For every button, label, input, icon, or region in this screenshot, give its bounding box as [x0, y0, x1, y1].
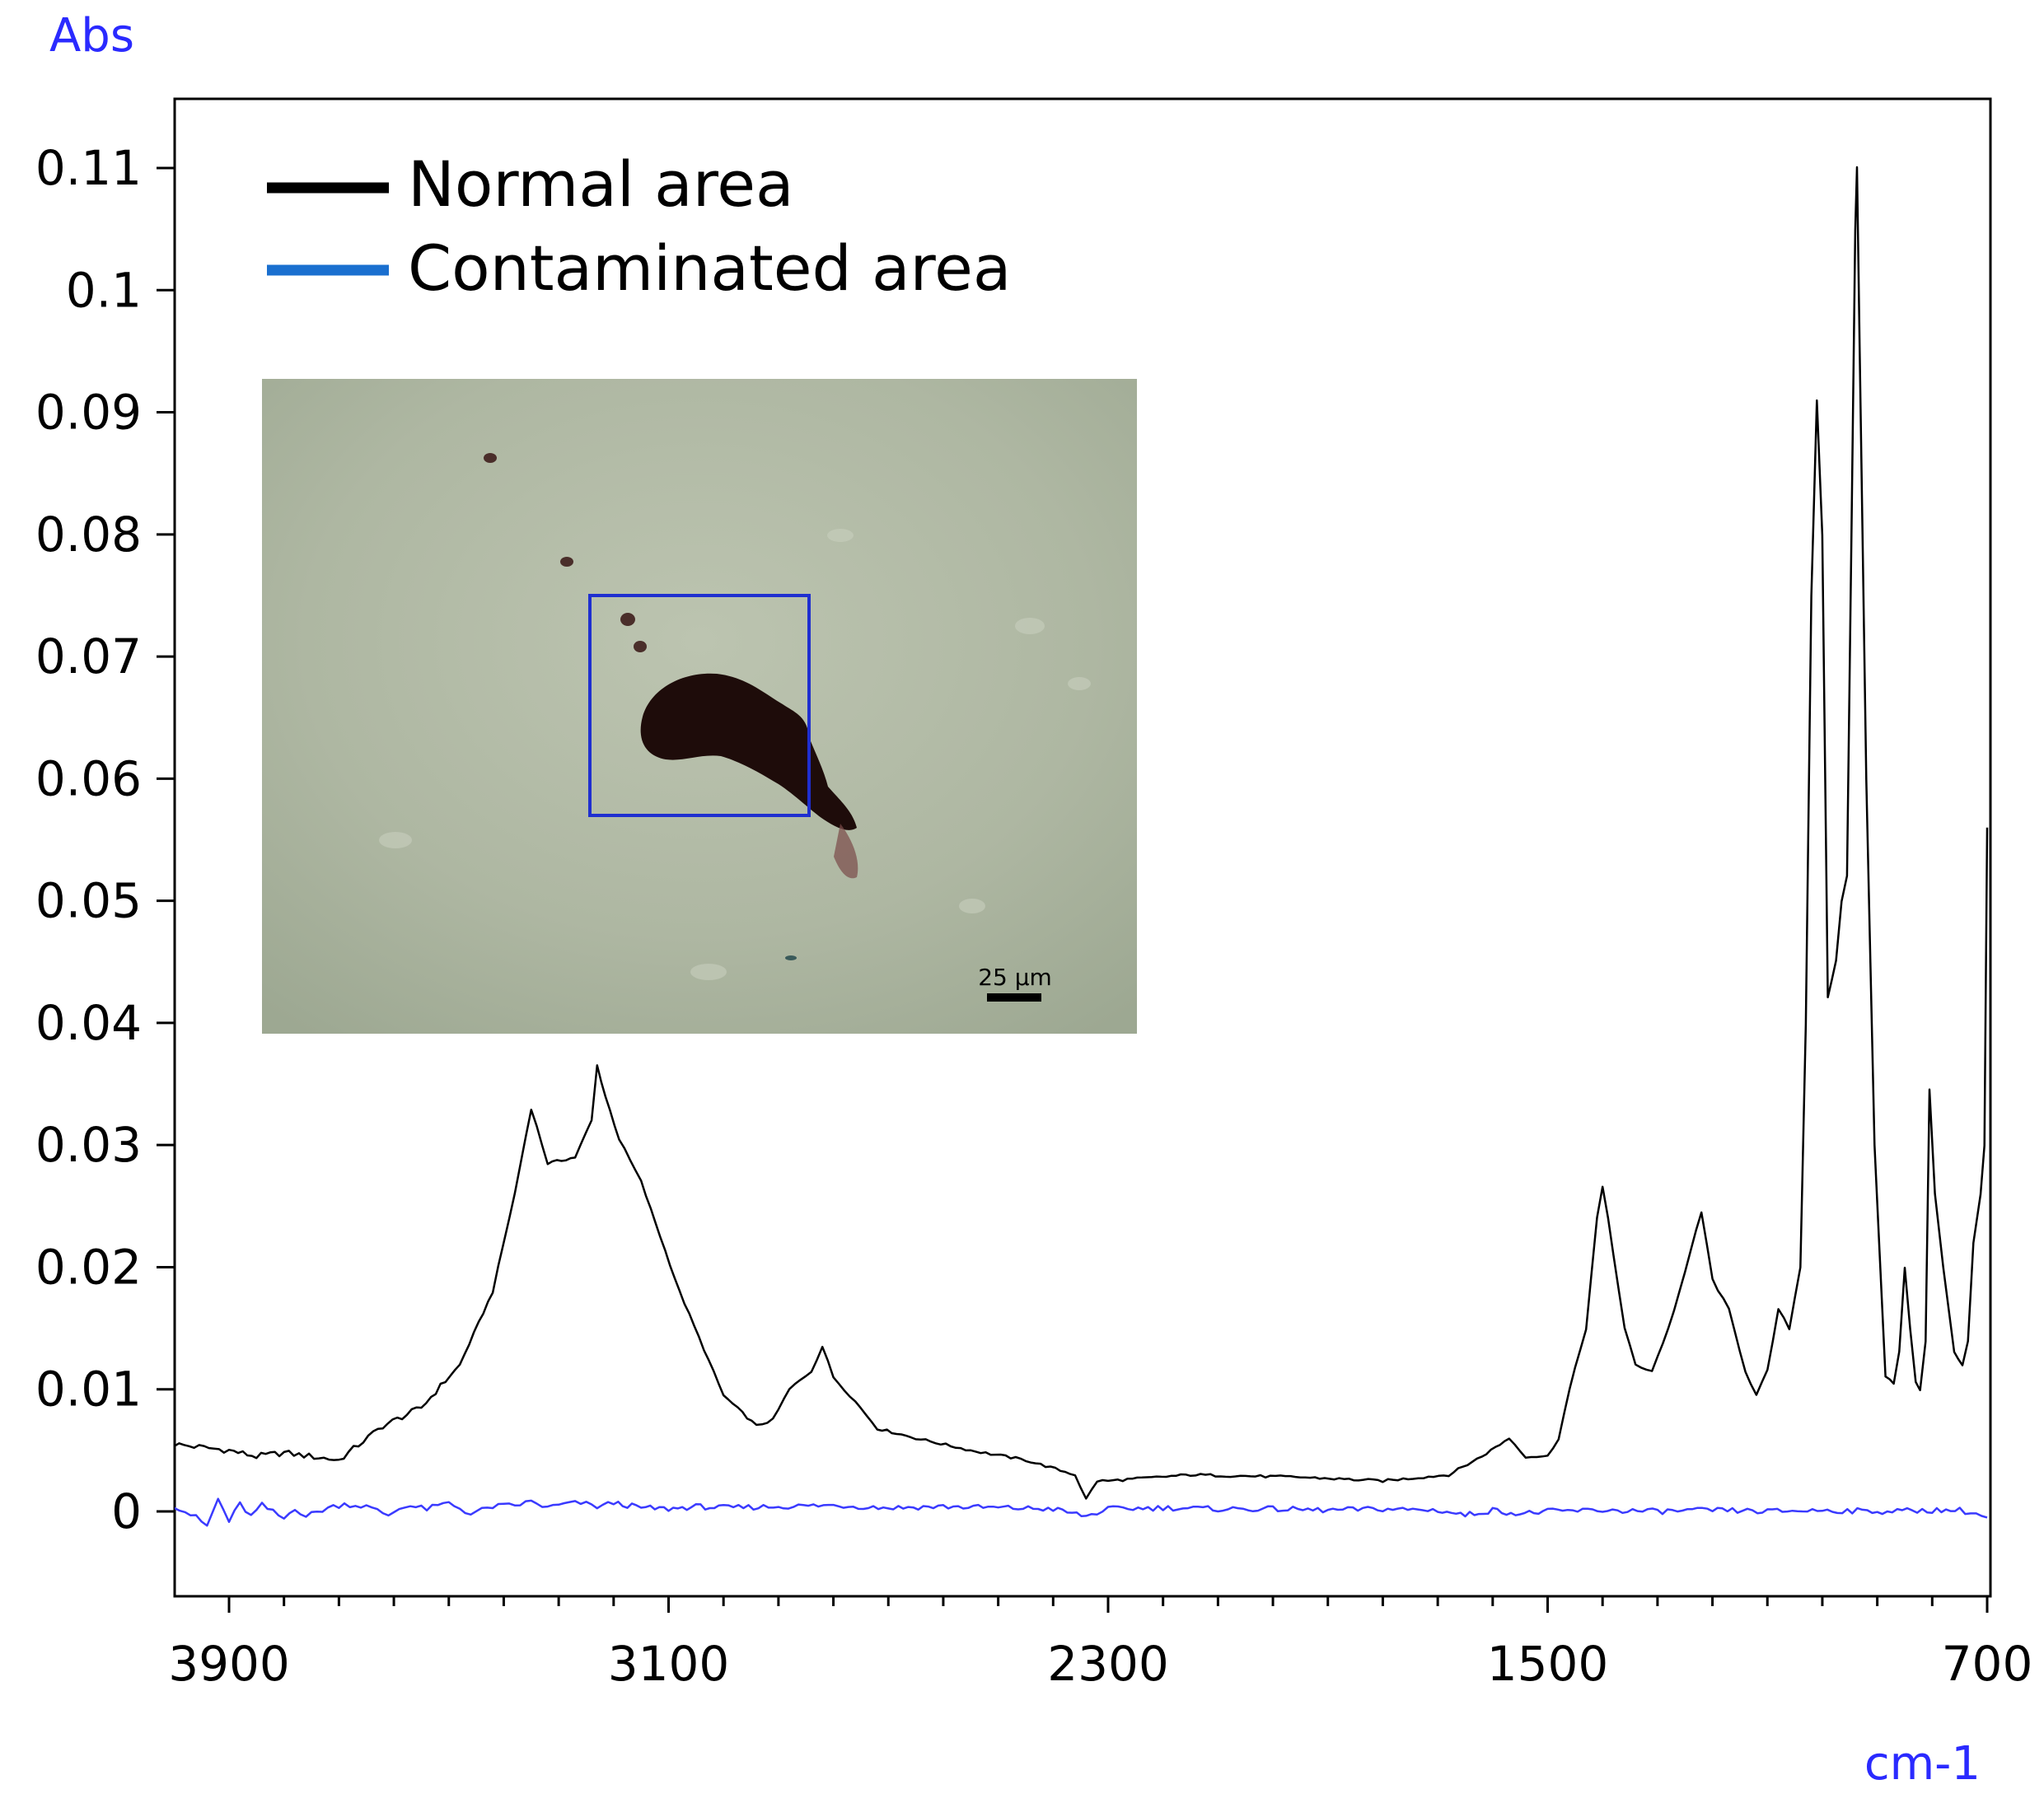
microscope-inset-image: 25 µm [262, 379, 1137, 1034]
y-tick-label: 0.06 [35, 750, 142, 806]
x-tick-label: 3100 [608, 1636, 730, 1692]
measurement-area-box [588, 594, 811, 817]
y-tick-label: 0.01 [35, 1362, 142, 1418]
y-tick-label: 0.05 [35, 873, 142, 929]
y-tick-label: 0.04 [35, 995, 142, 1051]
y-tick-label: 0 [111, 1483, 142, 1539]
x-axis: 3900 3100 2300 1500 700 [168, 1596, 2032, 1692]
y-tick-label: 0.02 [35, 1239, 142, 1295]
x-tick-label: 3900 [168, 1636, 290, 1692]
y-axis: 0 0.01 0.02 0.03 0.04 0.05 0.06 0.07 0.08 0.09 0.1… [35, 140, 175, 1539]
series-line-contaminated-area [175, 1497, 1988, 1527]
contaminant-particle [640, 673, 857, 830]
y-tick-label: 0.07 [35, 628, 142, 684]
y-tick-label: 0.09 [35, 385, 142, 441]
y-axis-unit-label: Abs [49, 9, 134, 63]
x-tick-label: 1500 [1487, 1636, 1609, 1692]
y-tick-label: 0.08 [35, 507, 142, 563]
x-tick-label: 700 [1942, 1636, 2033, 1692]
legend-label-contaminated-area: Contaminated area [408, 231, 1011, 305]
plot-frame [173, 97, 1992, 1598]
y-tick-label: 0.11 [35, 140, 142, 196]
y-tick-label: 0.1 [66, 262, 142, 318]
legend: Normal area Contaminated area [267, 147, 1011, 305]
x-axis-unit-label: cm-1 [1864, 1737, 1981, 1791]
legend-label-normal-area: Normal area [408, 147, 794, 221]
series-line-normal-area [175, 166, 1989, 1500]
x-tick-label: 2300 [1047, 1636, 1169, 1692]
scale-bar-label: 25 µm [978, 964, 1052, 991]
y-tick-label: 0.03 [35, 1117, 142, 1173]
scale-bar [987, 993, 1041, 1002]
